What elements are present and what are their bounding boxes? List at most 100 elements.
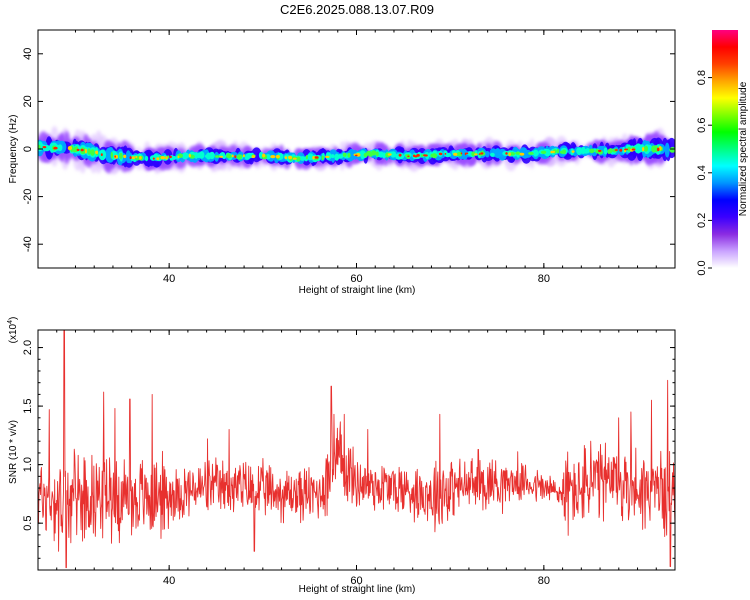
spectrogram-cell — [608, 148, 613, 153]
spectrogram-cell — [131, 156, 135, 160]
spectrogram-cell — [119, 152, 123, 159]
spectrogram-cell — [505, 152, 508, 155]
snr-y-tick-label: 1.0 — [22, 457, 34, 472]
spectrogram-cell — [521, 150, 529, 159]
spectrogram-cell — [509, 152, 515, 156]
spectrogram-cell — [98, 150, 104, 159]
spectrogram-cell — [270, 155, 276, 159]
spectrogram-cell — [595, 148, 600, 154]
spectrogram-cell — [519, 152, 525, 156]
snr-x-ticks: 40 60 80 — [56, 330, 657, 587]
spectrogram-cell — [431, 153, 438, 159]
spectrogram-cell — [214, 155, 220, 158]
spectrogram-cell — [49, 143, 54, 152]
spectrogram-y-tick-label: 0 — [22, 146, 34, 152]
spectrogram-cell — [138, 156, 142, 160]
spectrogram-cell — [209, 153, 214, 158]
spectrogram-cell — [129, 156, 132, 160]
spectrogram-cell — [589, 148, 595, 153]
colorbar-label: Normalized spectral amplitude — [738, 81, 749, 216]
spectrogram-y-tick-label: 40 — [22, 48, 34, 60]
spectrogram-cell — [398, 153, 402, 157]
spectrogram-cell — [292, 157, 297, 160]
spectrogram-cell — [296, 156, 301, 162]
snr-background — [38, 330, 675, 570]
spectrogram-cell — [53, 146, 58, 150]
spectrogram-cell — [556, 149, 560, 154]
snr-series-line — [38, 330, 675, 569]
spectrogram-cell — [550, 150, 553, 154]
snr-y-tick-label: 1.5 — [22, 398, 34, 413]
spectrogram-cell — [144, 155, 149, 162]
figure-title: C2E6.2025.088.13.07.R09 — [280, 2, 434, 17]
spectrogram-cell — [156, 157, 160, 161]
spectrogram-cell — [420, 154, 424, 157]
snr-multiplier: (x104) — [7, 317, 19, 344]
spectrogram-cell — [366, 150, 372, 156]
spectrogram-cell — [275, 155, 280, 159]
colorbar: 0.0 0.2 0.4 0.6 0.8 Normalized spectral ampl… — [696, 30, 749, 276]
spectrogram-y-tick-label: 20 — [22, 95, 34, 107]
spectrogram-cell — [325, 155, 330, 158]
spectrogram-x-tick-label: 60 — [350, 273, 362, 285]
spectrogram-cell — [375, 151, 379, 157]
spectrogram-cell — [242, 154, 245, 158]
spectrogram-cell — [671, 146, 675, 153]
spectrogram-cell — [438, 152, 443, 156]
spectrogram-cell — [603, 147, 608, 155]
spectrogram-cell — [87, 148, 91, 155]
colorbar-tick-label: 0.0 — [696, 260, 708, 275]
spectrogram-cell — [598, 149, 602, 152]
spectrogram-x-ticks: 40 60 80 — [74, 30, 657, 285]
snr-x-tick-label: 60 — [350, 575, 362, 587]
spectrogram-cell — [226, 154, 232, 159]
spectrogram-cell — [480, 152, 484, 155]
spectrogram-cell — [528, 151, 534, 155]
spectrogram-cell — [299, 156, 306, 161]
spectrogram-cell — [251, 155, 256, 159]
spectrogram-x-label: Height of straight line (km) — [299, 285, 416, 296]
colorbar-tick-label: 0.4 — [696, 165, 708, 180]
spectrogram-cell — [100, 153, 103, 157]
spectrogram-cell — [492, 148, 503, 158]
spectrogram-x-tick-label: 40 — [163, 273, 175, 285]
colorbar-tick-label: 0.6 — [696, 118, 708, 133]
spectrogram-cell — [614, 149, 618, 151]
spectrogram-cell — [354, 154, 358, 157]
spectrogram-band — [38, 126, 675, 175]
spectrogram-cell — [165, 156, 168, 160]
spectrogram-cell — [84, 148, 88, 154]
spectrogram-cell — [643, 145, 649, 152]
snr-x-tick-label: 80 — [538, 575, 550, 587]
spectrogram-cell — [305, 155, 308, 160]
spectrogram-cell — [624, 148, 629, 151]
spectrogram-cell — [656, 147, 660, 152]
spectrogram-cell — [135, 155, 138, 159]
spectrogram-cell — [67, 146, 72, 151]
spectrogram-cell — [571, 150, 575, 153]
spectrogram-y-tick-label: -40 — [22, 236, 34, 252]
snr-x-label: Height of straight line (km) — [299, 584, 416, 595]
spectrogram-cell — [407, 155, 410, 158]
spectrogram-cell — [478, 153, 481, 156]
spectrogram-cell — [391, 151, 397, 158]
spectrogram-cell — [38, 144, 41, 150]
spectrogram-cell — [195, 153, 202, 159]
spectrogram-cell — [412, 154, 416, 158]
snr-y-tick-label: 0.5 — [22, 516, 34, 531]
spectrogram-cell — [334, 153, 340, 161]
snr-y-ticks: 0.5 1.0 1.5 2.0 — [22, 340, 675, 559]
spectrogram-cell — [284, 156, 288, 160]
colorbar-ticks: 0.0 0.2 0.4 0.6 0.8 — [696, 70, 712, 276]
spectrogram-cell — [460, 152, 463, 155]
snr-y-tick-label: 2.0 — [22, 340, 34, 355]
spectrogram-cell — [123, 154, 127, 159]
spectrogram-cell — [474, 153, 478, 156]
spectrogram-cell — [443, 150, 448, 156]
spectrogram-cell — [160, 156, 166, 160]
snr-panel: 40 60 80 0.5 1.0 1.5 2.0 Height of straight l… — [7, 317, 676, 595]
spectrogram-panel: 40 60 80 40 20 0 -20 -40 Height of straight li… — [8, 29, 676, 296]
spectrogram-cell — [581, 146, 586, 155]
spectrogram-cell — [622, 146, 626, 154]
spectrogram-cell — [533, 150, 539, 157]
